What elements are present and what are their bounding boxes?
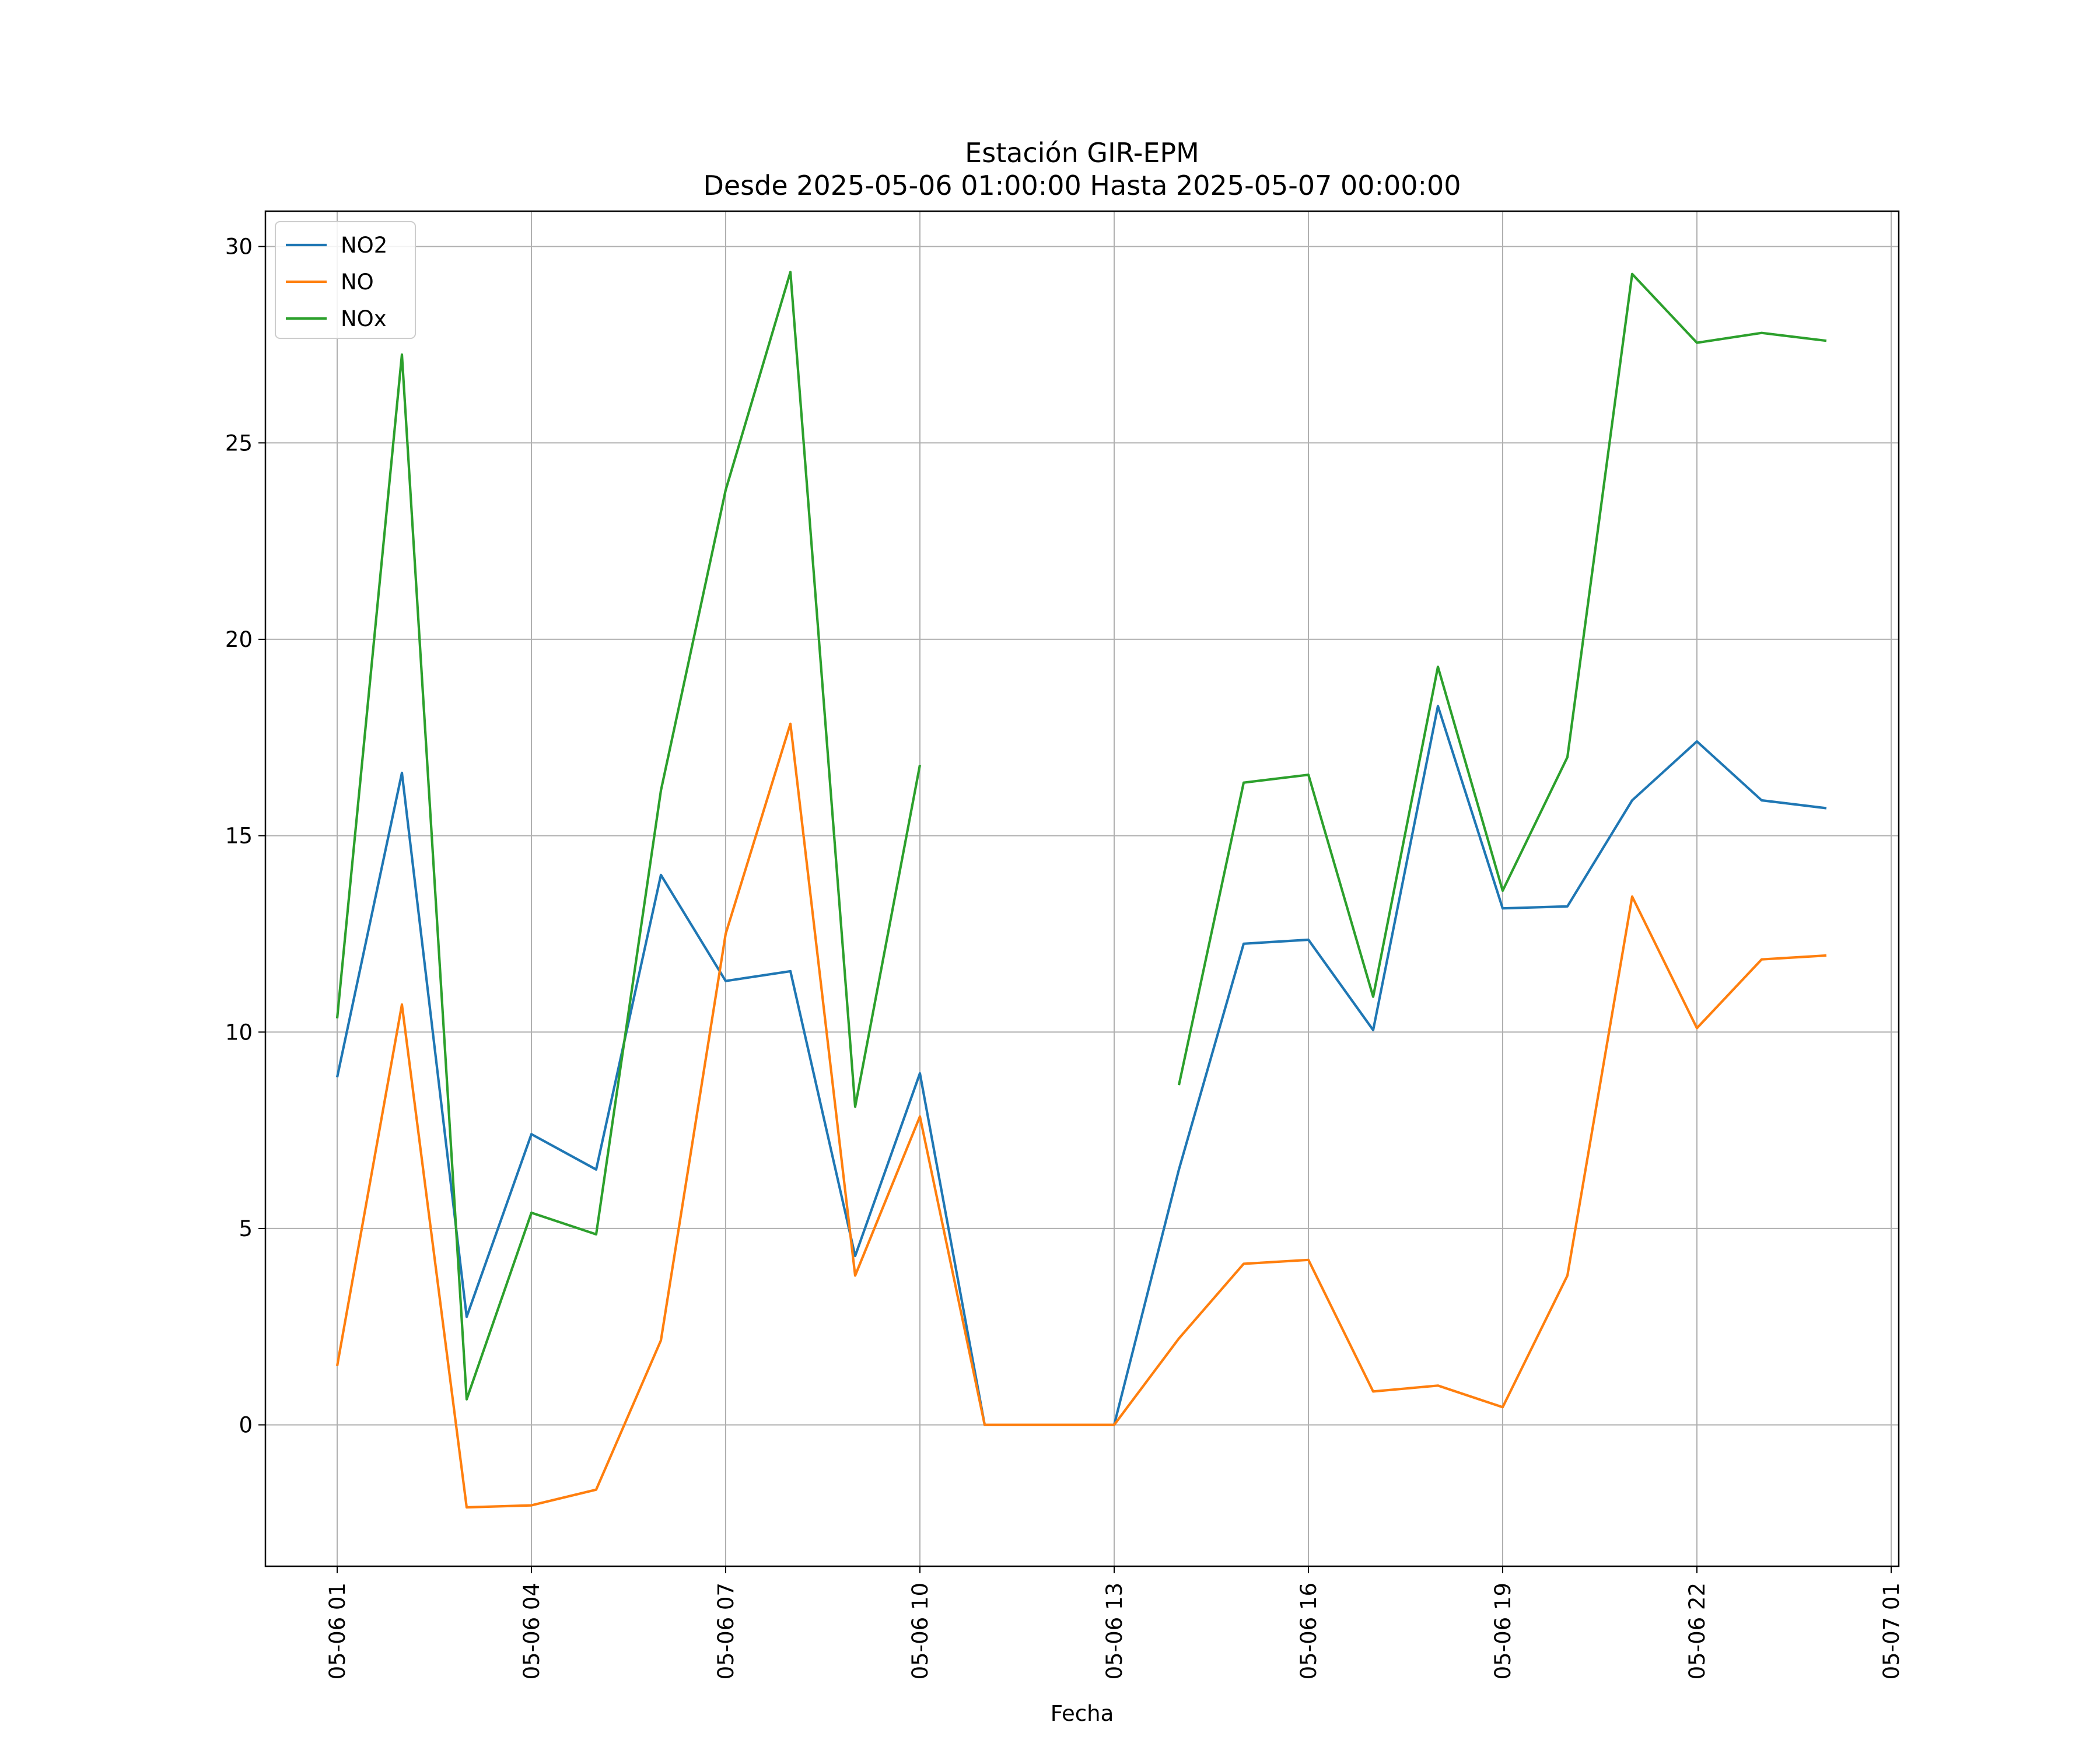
plot-frame [264, 210, 1900, 1567]
y-tick-label: 5 [239, 1216, 253, 1241]
y-tick-label: 20 [225, 627, 253, 652]
legend-label-no2: NO2 [341, 233, 387, 258]
series-line-nox [335, 271, 1827, 1401]
x-tick-label: 05-06 19 [1490, 1583, 1516, 1679]
x-tick-label: 05-06 16 [1296, 1583, 1321, 1679]
x-tick-label: 05-06 13 [1102, 1583, 1127, 1679]
y-axis: 0 5 10 15 20 25 30 [225, 235, 265, 1438]
legend-label-no: NO [341, 270, 374, 295]
y-tick-label: 10 [225, 1020, 253, 1045]
x-tick-label: 05-06 07 [713, 1583, 738, 1679]
x-axis: 05-06 01 05-06 04 05-06 07 05-06 10 05-06 13… [325, 1566, 1904, 1679]
y-tick-label: 15 [225, 824, 253, 849]
y-tick-label: 0 [239, 1413, 253, 1438]
x-tick-label: 05-06 10 [908, 1583, 933, 1679]
series-lines [335, 271, 1827, 1509]
chart-title: Estación GIR-EPM [965, 137, 1199, 169]
legend-label-nox: NOx [341, 306, 387, 331]
legend-box [275, 221, 416, 339]
x-tick-label: 05-06 22 [1685, 1583, 1710, 1679]
legend: NO2 NO NOx [275, 221, 416, 339]
x-tick-label: 05-06 04 [519, 1583, 544, 1679]
y-tick-label: 25 [225, 430, 253, 456]
chart-subtitle: Desde 2025-05-06 01:00:00 Hasta 2025-05-… [703, 170, 1461, 201]
x-tick-label: 05-06 01 [325, 1583, 350, 1679]
y-tick-label: 30 [225, 235, 253, 260]
series-line-no [335, 722, 1827, 1509]
x-axis-label: Fecha [1051, 1701, 1114, 1726]
x-tick-label: 05-07 01 [1879, 1583, 1904, 1679]
